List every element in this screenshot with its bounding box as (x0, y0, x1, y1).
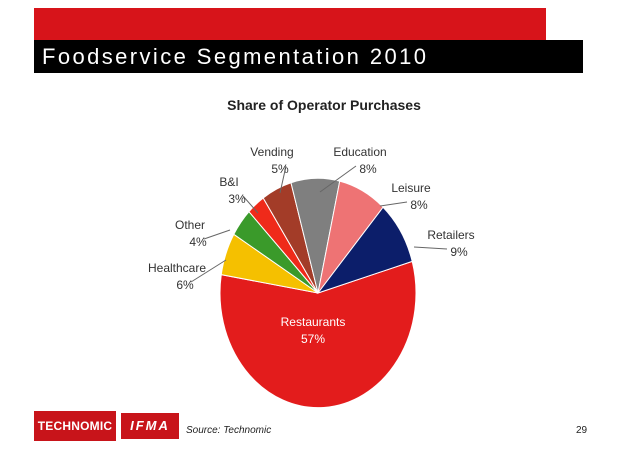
ifma-logo: IFMA (121, 413, 179, 439)
leader-line-b-i (242, 195, 259, 214)
slice-name-restaurants: Restaurants (281, 315, 346, 329)
page-number: 29 (576, 425, 588, 436)
slice-value-education: 8% (359, 162, 377, 176)
slice-value-retailers: 9% (450, 245, 468, 259)
slice-name-healthcare: Healthcare (148, 261, 206, 275)
slice-name-retailers: Retailers (427, 228, 474, 242)
chart-title: Share of Operator Purchases (227, 97, 421, 113)
leader-line-healthcare (190, 259, 227, 283)
leader-line-leisure (379, 201, 408, 207)
leader-line-other (203, 229, 231, 240)
slice-value-leisure: 8% (410, 198, 428, 212)
slice-value-b-i: 3% (228, 192, 246, 206)
slide-title: Foodservice Segmentation 2010 (34, 40, 583, 73)
slice-name-vending: Vending (250, 145, 293, 159)
technomic-logo: TECHNOMIC (34, 411, 116, 441)
slice-name-leisure: Leisure (391, 181, 431, 195)
pie-slice-retailers (316, 206, 413, 294)
slice-name-b-i: B&I (219, 175, 238, 189)
slice-value-restaurants: 57% (301, 332, 325, 346)
slice-name-education: Education (333, 145, 386, 159)
slice-name-other: Other (175, 218, 205, 232)
slice-value-other: 4% (189, 235, 207, 249)
leader-line-vending (279, 165, 287, 194)
slice-value-healthcare: 6% (176, 278, 194, 292)
leader-line-education (319, 165, 357, 193)
leader-line-retailers (413, 246, 448, 250)
pie-slice-restaurants (219, 260, 417, 409)
source-note: Source: Technomic (186, 425, 272, 436)
slice-value-vending: 5% (271, 162, 289, 176)
top-accent-bar (34, 8, 546, 40)
